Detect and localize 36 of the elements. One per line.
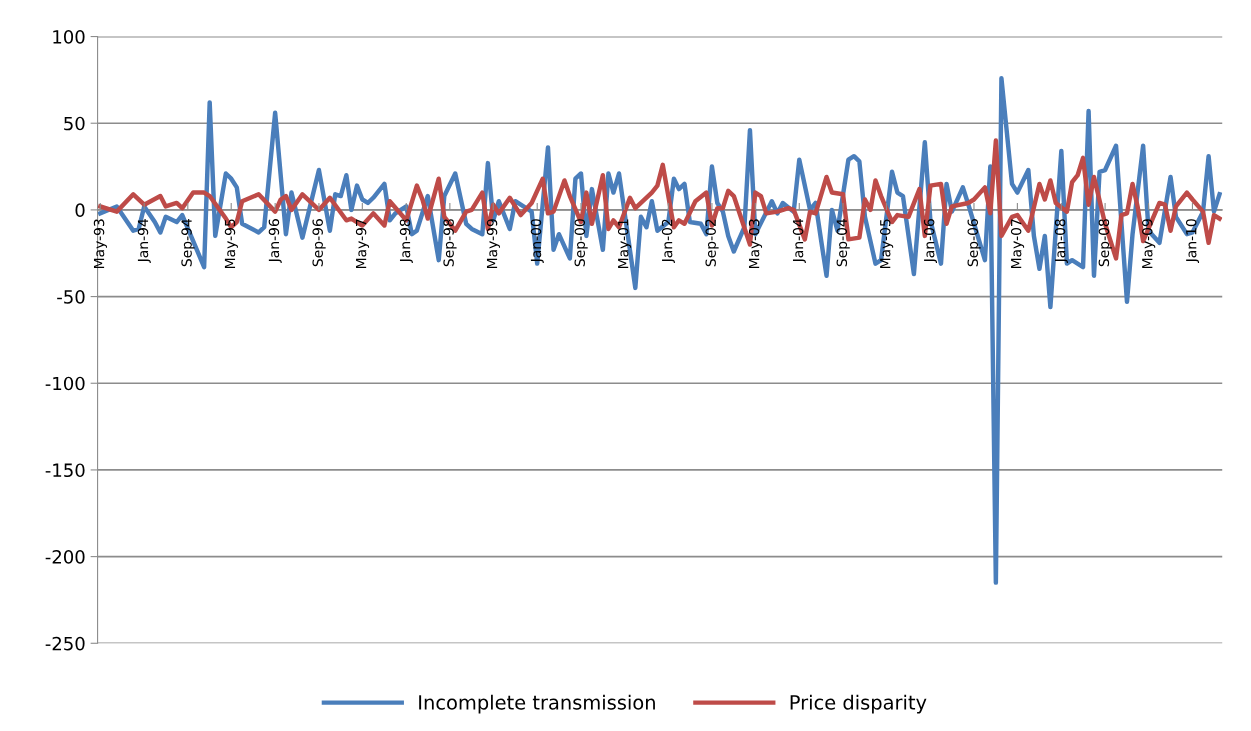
y-tick-label: -50 [57,290,85,304]
x-tick-label: Jan-98 [399,219,413,264]
x-tick-label: May-99 [486,219,500,269]
x-tick-label: Sep-06 [967,219,981,267]
x-tick-label: Jan-04 [792,219,806,264]
x-tick-label: Jan-10 [1185,219,1200,264]
x-tick-label: May-07 [1010,219,1025,269]
y-tick-label: -250 [45,636,85,651]
x-tick-label: Sep-04 [836,219,850,267]
x-tick-label: May-97 [355,219,370,269]
x-tick-label: Sep-94 [181,219,195,267]
x-tick-label: May-95 [224,219,238,269]
legend-label: Incomplete transmission [419,694,655,714]
x-tick-label: Sep-02 [705,219,719,267]
x-tick-label: May-01 [617,219,632,269]
y-tick-label: -150 [45,463,85,478]
x-tick-label: Jan-00 [530,219,544,264]
x-tick-label: May-05 [879,219,894,269]
x-tick-label: Sep-96 [312,219,326,267]
legend-label: Price disparity [790,694,927,714]
y-tick-label: -200 [45,550,85,564]
x-tick-label: Jan-08 [1054,219,1068,264]
y-tick-label: 100 [53,30,85,44]
x-tick-label: Sep-08 [1098,219,1112,267]
x-tick-label: Jan-06 [923,219,937,264]
x-tick-label: May-03 [748,219,763,269]
x-tick-label: Sep-00 [574,219,588,267]
x-tick-label: Jan-02 [661,219,675,264]
x-tick-label: May-93 [93,219,107,269]
x-tick-label: Sep-98 [443,219,457,267]
x-tick-label: May-09 [1142,219,1156,269]
x-tick-label: Jan-96 [268,219,282,264]
y-tick-label: 0 [75,203,85,218]
y-tick-label: 50 [64,116,85,131]
x-tick-label: Jan-94 [137,219,151,264]
y-tick-label: -100 [45,376,85,391]
